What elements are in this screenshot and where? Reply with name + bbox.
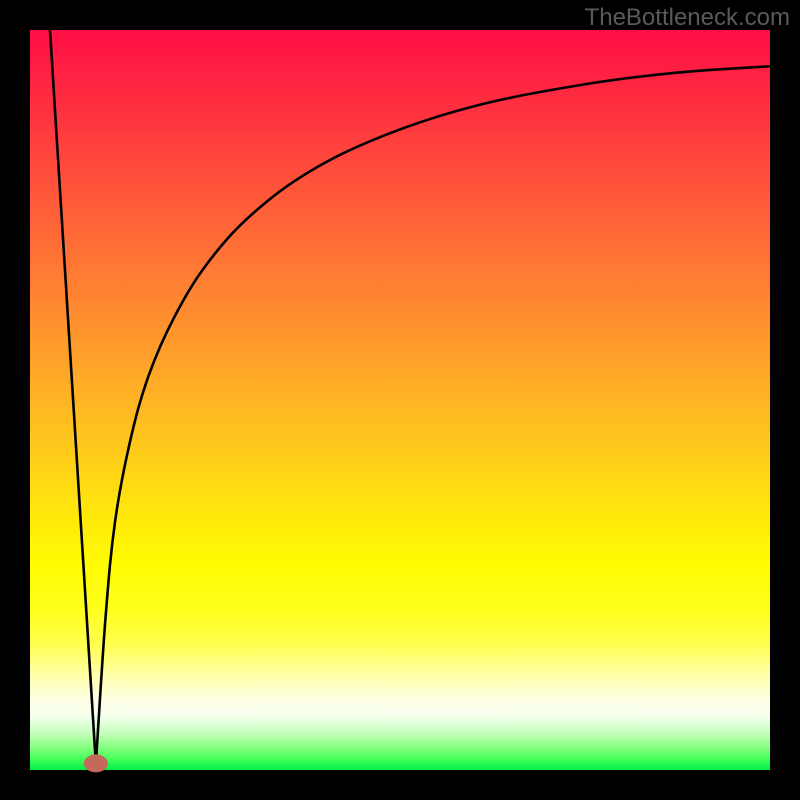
bottleneck-chart [0,0,800,800]
minimum-marker [84,754,108,772]
chart-container: { "watermark": "TheBottleneck.com", "cha… [0,0,800,800]
watermark-text: TheBottleneck.com [585,4,790,32]
